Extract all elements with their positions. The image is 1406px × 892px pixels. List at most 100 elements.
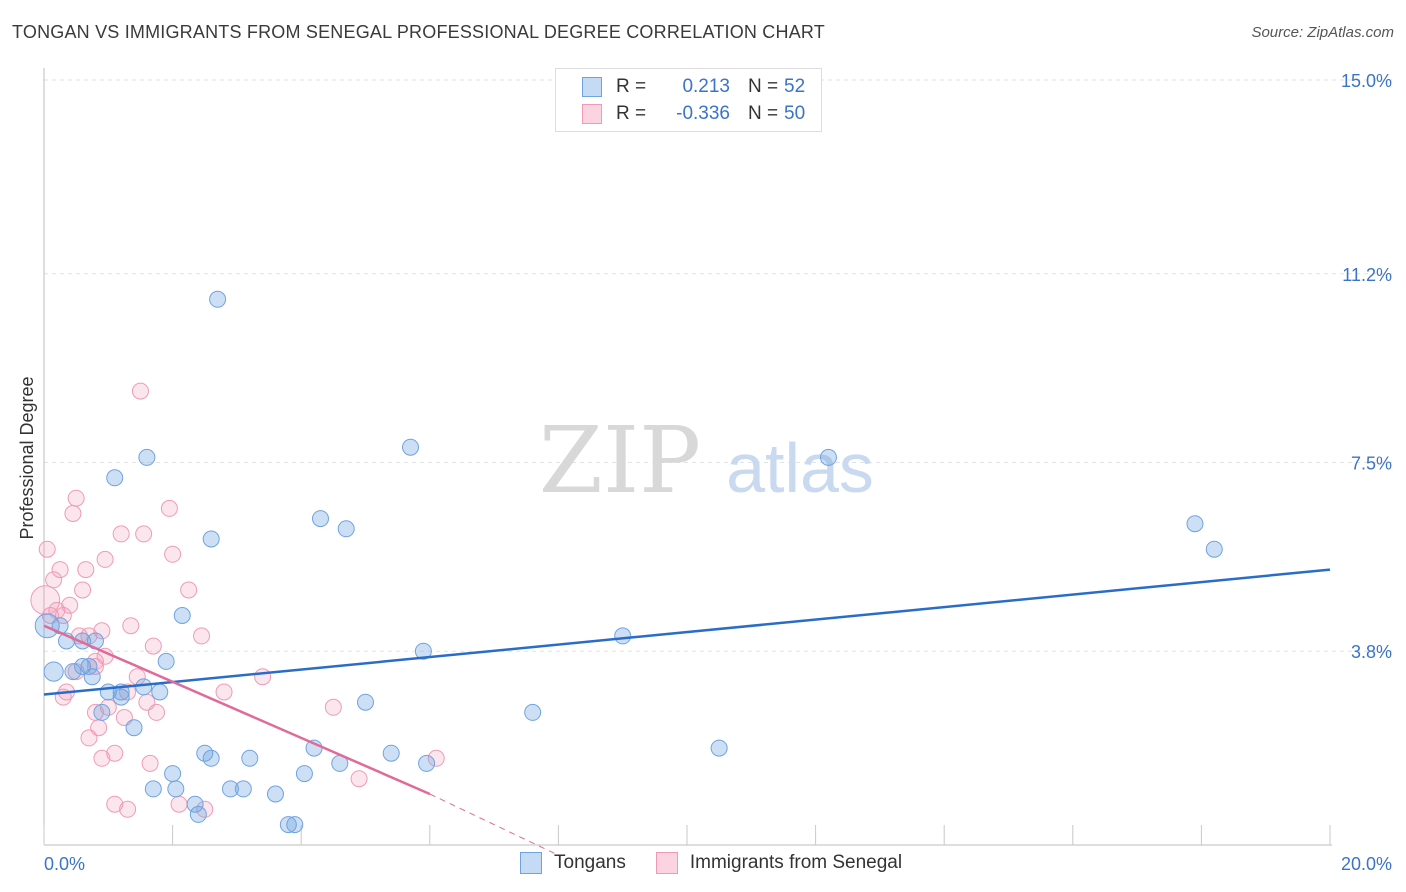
legend-item-tongans: Tongans bbox=[520, 852, 626, 874]
tick-labels: 3.8% 7.5% 11.2% 15.0% 0.0% 20.0% bbox=[44, 71, 1392, 874]
legend-label-senegal: Immigrants from Senegal bbox=[689, 852, 903, 873]
senegal-point bbox=[119, 800, 137, 818]
y-axis-label: Professional Degree bbox=[17, 376, 37, 539]
senegal-point bbox=[254, 668, 272, 686]
senegal-point bbox=[61, 596, 79, 614]
legend-r-label: R = bbox=[616, 76, 647, 97]
legend-label-tongans: Tongans bbox=[554, 852, 626, 873]
senegal-point bbox=[38, 540, 56, 558]
tongans-point bbox=[80, 658, 98, 675]
watermark: ZIP atlas bbox=[539, 407, 874, 514]
tongans-point bbox=[337, 520, 355, 538]
senegal-point bbox=[90, 719, 108, 737]
senegal-point bbox=[131, 382, 149, 400]
tongans-point bbox=[524, 703, 542, 721]
senegal-point bbox=[170, 795, 188, 813]
x-tick-label: 20.0% bbox=[1341, 854, 1392, 874]
tongans-point bbox=[144, 780, 162, 798]
tongans-point bbox=[311, 510, 329, 528]
tongans-point bbox=[64, 663, 82, 681]
y-tick-label: 15.0% bbox=[1341, 71, 1392, 91]
legend-swatch-tongans bbox=[582, 77, 602, 97]
senegal-point bbox=[93, 622, 111, 640]
tongans-point bbox=[202, 749, 220, 767]
tongans-point bbox=[135, 678, 153, 696]
senegal-point bbox=[122, 617, 140, 635]
data-points bbox=[30, 290, 1223, 834]
legend-row-tongans: R = 0.213 N = 52 bbox=[582, 75, 805, 99]
tongans-point bbox=[819, 448, 837, 466]
senegal-point bbox=[77, 561, 95, 579]
tongans-point bbox=[138, 448, 156, 466]
series-legend: Tongans Immigrants from Senegal bbox=[520, 852, 932, 874]
senegal-point bbox=[164, 545, 182, 563]
tongans-point bbox=[167, 780, 185, 798]
tongans-point bbox=[112, 688, 130, 706]
tongans-point bbox=[710, 739, 728, 757]
tongans-point bbox=[151, 683, 169, 701]
senegal-point bbox=[135, 525, 153, 543]
senegal-point bbox=[148, 703, 166, 721]
tongans-point bbox=[221, 780, 239, 798]
tongans-point bbox=[234, 780, 252, 798]
y-tick-label: 11.2% bbox=[1342, 265, 1392, 285]
watermark-atlas: atlas bbox=[726, 429, 874, 507]
tongans-point bbox=[106, 469, 124, 487]
senegal-point bbox=[64, 505, 82, 522]
senegal-point bbox=[112, 525, 130, 543]
senegal-point bbox=[215, 683, 233, 701]
tongans-point bbox=[614, 627, 632, 645]
tongans-point bbox=[189, 805, 207, 823]
grid-lines bbox=[44, 79, 1392, 652]
chart-title: TONGAN VS IMMIGRANTS FROM SENEGAL PROFES… bbox=[12, 22, 825, 42]
tongans-point bbox=[202, 530, 220, 548]
tongans-point bbox=[357, 693, 374, 711]
legend-n-label: N = bbox=[748, 103, 779, 124]
senegal-point bbox=[350, 770, 368, 788]
legend-item-senegal: Immigrants from Senegal bbox=[655, 852, 903, 874]
senegal-point bbox=[54, 607, 72, 624]
senegal-point bbox=[96, 550, 114, 568]
tongans-point bbox=[382, 744, 400, 762]
legend-row-senegal: R = -0.336 N = 50 bbox=[582, 102, 805, 126]
senegal-point bbox=[74, 581, 92, 599]
senegal-point bbox=[106, 744, 124, 762]
legend-n-value: 50 bbox=[784, 103, 806, 124]
trend-lines bbox=[43, 568, 1331, 856]
senegal-point bbox=[106, 795, 124, 813]
senegal-point bbox=[180, 581, 198, 599]
y-tick-label: 3.8% bbox=[1351, 642, 1392, 662]
tongans-point bbox=[157, 652, 175, 670]
tongans-trendline bbox=[43, 568, 1331, 696]
senegal-trendline bbox=[43, 624, 431, 796]
senegal-point bbox=[144, 637, 162, 655]
tongans-point bbox=[266, 785, 284, 803]
senegal-point bbox=[67, 489, 85, 507]
legend-swatch-tongans bbox=[520, 852, 542, 874]
tongans-point bbox=[414, 642, 432, 660]
tongans-point bbox=[209, 290, 227, 308]
senegal-point bbox=[427, 749, 445, 767]
x-tick-label: 0.0% bbox=[44, 854, 85, 874]
tongans-point bbox=[418, 754, 436, 772]
tongans-point bbox=[93, 703, 111, 721]
source-credit: Source: ZipAtlas.com bbox=[1251, 24, 1394, 41]
tongans-point bbox=[241, 749, 259, 767]
legend-r-value: 0.213 bbox=[682, 76, 730, 97]
tongans-point bbox=[34, 613, 60, 639]
senegal-point bbox=[193, 627, 211, 645]
axes bbox=[43, 68, 1332, 846]
y-tick-label: 7.5% bbox=[1351, 454, 1392, 474]
tongans-point bbox=[186, 795, 204, 813]
legend-r-label: R = bbox=[616, 103, 647, 124]
tongans-point bbox=[43, 661, 64, 682]
tongans-point bbox=[125, 719, 143, 737]
legend-n-value: 52 bbox=[784, 76, 806, 97]
tongans-point bbox=[1186, 515, 1204, 533]
legend-swatch-senegal bbox=[655, 852, 678, 874]
senegal-point bbox=[160, 499, 178, 517]
tongans-point bbox=[286, 816, 304, 834]
tongans-point bbox=[1205, 540, 1223, 558]
tongans-point bbox=[402, 438, 420, 456]
